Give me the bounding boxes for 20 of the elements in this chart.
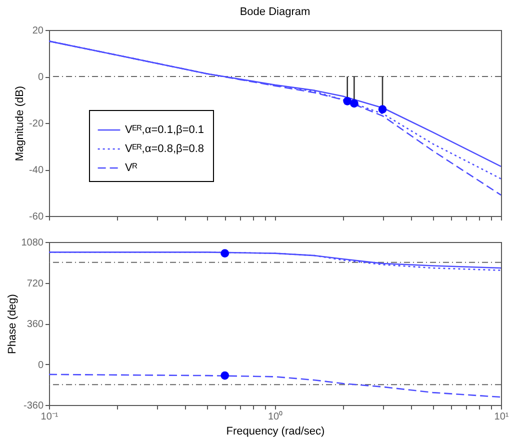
y-tick-label: 360 [26,319,44,330]
y-tick-label: 720 [26,278,44,290]
y-axis-title: Magnitude (dB) [14,86,26,162]
y-tick-label: 0 [38,360,44,371]
x-axis-title: Frequency (rad/sec) [226,426,325,438]
y-tick-label: 0 [38,72,44,83]
x-tick-label: 10¹ [494,412,510,422]
chart-title: Bode Diagram [240,6,310,18]
legend-label: Vᴱᴿ,α=0.8,β=0.8 [125,143,204,155]
x-tick-label: 10⁻¹ [40,412,59,422]
legend-label: Vᴱᴿ,α=0.1,β=0.1 [125,124,204,136]
y-tick-label: -360 [23,400,44,412]
y-tick-label: -40 [29,165,44,176]
y-tick-label: -20 [29,118,44,130]
legend-label: Vᴿ [125,162,138,174]
y-axis-title: Phase (deg) [6,294,18,354]
y-tick-label: -60 [29,212,44,222]
y-tick-label: 1080 [21,238,44,248]
x-tick-label: 10⁰ [268,410,284,422]
y-tick-label: 20 [32,26,44,36]
